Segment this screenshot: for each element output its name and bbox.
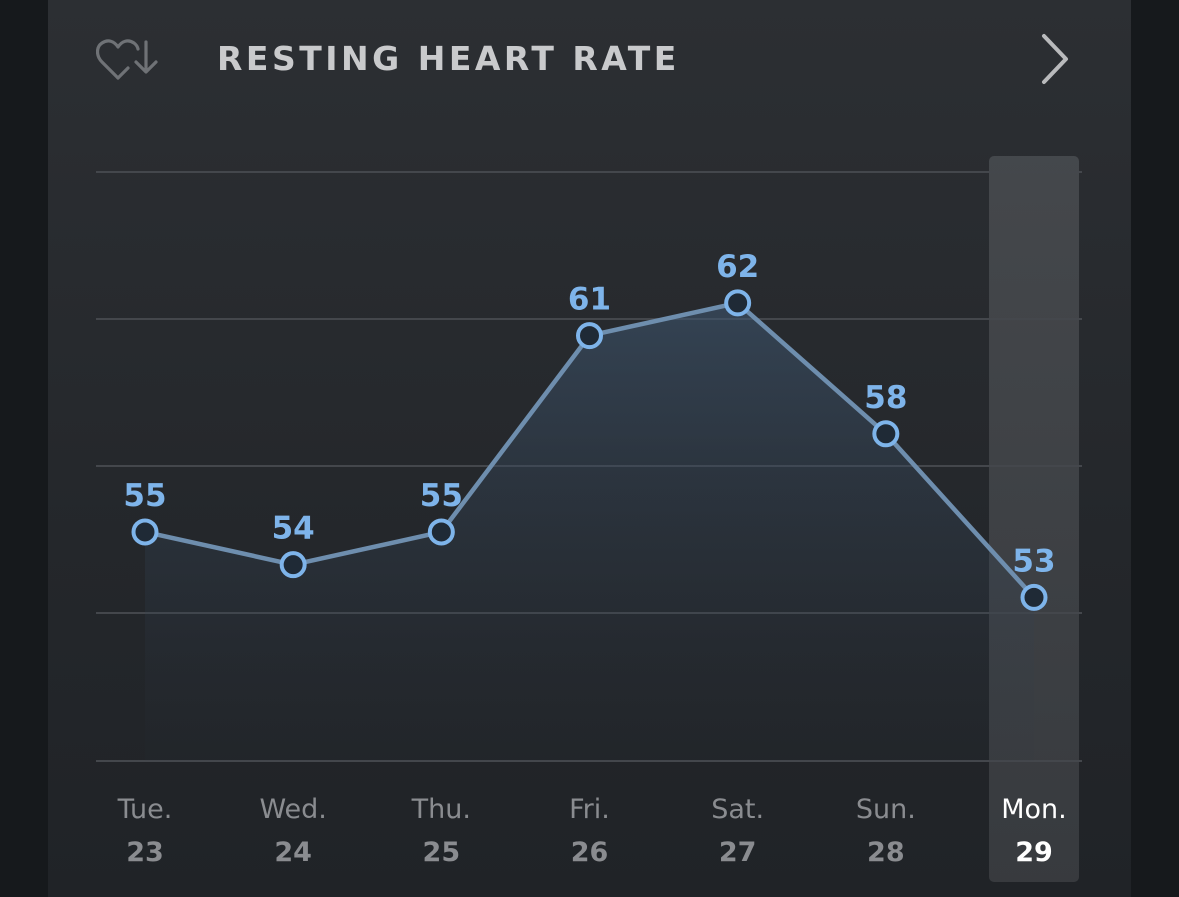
data-point[interactable] <box>872 420 900 448</box>
data-point[interactable] <box>576 322 604 350</box>
tick-label-date: 25 <box>423 837 461 868</box>
left-margin <box>0 0 48 897</box>
tick-label-date: 26 <box>571 837 609 868</box>
tick-label-date: 28 <box>867 837 905 868</box>
tick-label-day: Sun. <box>856 794 916 825</box>
data-label: 53 <box>1012 543 1055 579</box>
area-fill <box>145 302 1035 761</box>
data-point[interactable] <box>724 289 752 317</box>
data-point[interactable] <box>279 551 307 579</box>
data-label: 55 <box>123 478 166 514</box>
tick-label-date: 29 <box>1015 837 1053 868</box>
data-label: 55 <box>420 478 463 514</box>
heart-down-arrow-icon <box>96 39 158 80</box>
chevron-right-icon[interactable] <box>1034 30 1074 88</box>
data-point[interactable] <box>427 518 455 546</box>
selected-day-highlight[interactable] <box>989 156 1080 882</box>
data-label: 54 <box>272 511 315 547</box>
tick-label-day: Sat. <box>711 794 764 825</box>
tick-label-day: Thu. <box>411 794 471 825</box>
tick-label-date: 27 <box>719 837 757 868</box>
data-label: 58 <box>864 380 907 416</box>
data-label: 62 <box>716 249 759 285</box>
data-point[interactable] <box>131 518 159 546</box>
tick-label-day: Wed. <box>259 794 326 825</box>
tick-label-day: Tue. <box>117 794 173 825</box>
tick-label-date: 24 <box>274 837 312 868</box>
tick-label-date: 23 <box>126 837 164 868</box>
tick-label-day: Mon. <box>1001 794 1067 825</box>
tick-label-day: Fri. <box>569 794 610 825</box>
right-margin <box>1131 0 1179 897</box>
page-title: RESTING HEART RATE <box>217 39 680 78</box>
data-point[interactable] <box>1020 583 1048 611</box>
data-label: 61 <box>568 282 611 318</box>
